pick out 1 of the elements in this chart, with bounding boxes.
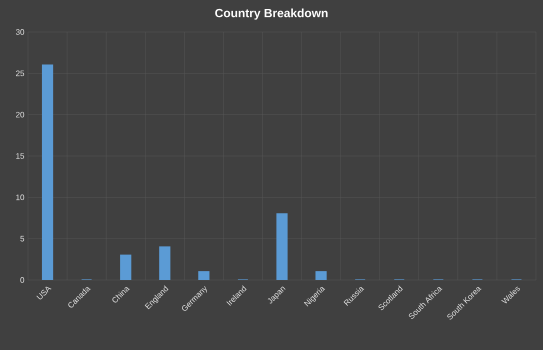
chart-title: Country Breakdown — [215, 8, 328, 20]
